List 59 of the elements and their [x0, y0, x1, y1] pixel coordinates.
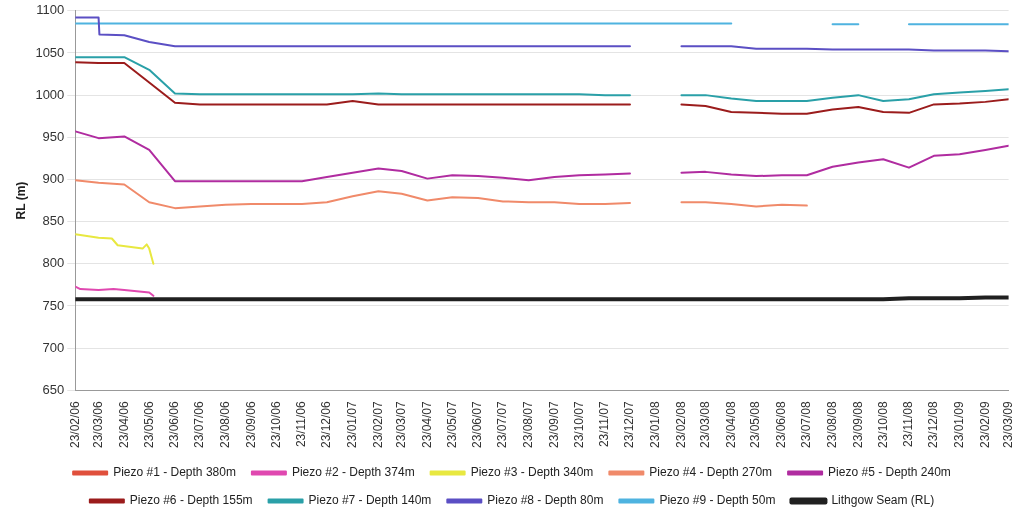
x-tick-label: 23/01/07 — [344, 400, 359, 449]
y-tick-label: 850 — [42, 213, 65, 229]
x-tick-label: 23/11/07 — [597, 400, 612, 448]
y-tick-label: 1100 — [36, 2, 65, 18]
y-tick-label: 900 — [42, 171, 65, 187]
legend-label: Piezo #2 - Depth 374m — [291, 465, 415, 480]
x-tick-label: 23/04/06 — [116, 400, 131, 449]
x-tick-label: 23/08/07 — [520, 400, 535, 449]
x-tick-label: 23/04/08 — [723, 400, 738, 449]
legend-label: Piezo #6 - Depth 155m — [129, 493, 253, 508]
x-tick-label: 23/06/07 — [470, 400, 485, 449]
x-tick-label: 23/05/07 — [444, 400, 459, 449]
y-tick-label: 700 — [42, 339, 65, 355]
x-tick-label: 23/02/08 — [673, 400, 688, 449]
y-tick-label: 750 — [42, 297, 65, 313]
y-tick-label: 650 — [42, 381, 65, 397]
legend-label: Piezo #8 - Depth 80m — [487, 493, 604, 508]
legend-label: Piezo #4 - Depth 270m — [649, 465, 773, 480]
x-tick-label: 23/08/08 — [824, 400, 839, 449]
x-tick-label: 23/03/06 — [90, 400, 105, 449]
x-tick-label: 23/02/06 — [67, 400, 82, 449]
x-tick-label: 23/10/06 — [268, 400, 283, 449]
x-tick-label: 23/12/06 — [319, 400, 334, 449]
legend-label: Piezo #7 - Depth 140m — [308, 493, 432, 508]
x-tick-label: 23/02/09 — [977, 400, 992, 449]
legend-label: Lithgow Seam (RL) — [831, 493, 935, 508]
x-tick-label: 23/10/08 — [875, 400, 890, 449]
x-tick-label: 23/11/08 — [901, 400, 916, 448]
x-tick-label: 23/09/07 — [546, 400, 561, 449]
y-tick-label: 1050 — [35, 44, 65, 60]
x-tick-label: 23/07/08 — [799, 400, 814, 449]
x-tick-label: 23/10/07 — [571, 400, 586, 449]
x-tick-label: 23/06/08 — [774, 400, 789, 449]
x-tick-label: 23/11/06 — [294, 400, 309, 448]
x-tick-label: 23/12/08 — [926, 400, 941, 449]
x-tick-label: 23/03/08 — [697, 400, 712, 449]
x-tick-label: 23/08/06 — [217, 400, 232, 449]
legend-label: Piezo #5 - Depth 240m — [828, 465, 951, 480]
x-tick-label: 23/03/09 — [1000, 400, 1015, 449]
x-tick-label: 23/09/08 — [850, 400, 865, 449]
x-tick-label: 23/05/08 — [748, 400, 763, 449]
x-tick-label: 23/05/06 — [141, 400, 156, 449]
legend-label: Piezo #1 - Depth 380m — [113, 465, 236, 480]
x-tick-label: 23/07/06 — [192, 400, 207, 449]
x-tick-label: 23/12/07 — [622, 400, 637, 449]
x-tick-label: 23/01/08 — [648, 400, 663, 449]
x-tick-label: 23/03/07 — [393, 400, 408, 449]
x-tick-label: 23/07/07 — [495, 400, 510, 449]
x-tick-label: 23/09/06 — [243, 400, 258, 449]
x-tick-label: 23/01/09 — [951, 400, 966, 449]
x-tick-label: 23/02/07 — [370, 400, 385, 449]
y-tick-label: 950 — [42, 128, 65, 144]
legend-label: Piezo #9 - Depth 50m — [659, 493, 776, 508]
y-axis-title: RL (m) — [13, 181, 28, 220]
y-tick-label: 1000 — [35, 86, 65, 102]
x-tick-label: 23/04/07 — [419, 400, 434, 449]
legend-label: Piezo #3 - Depth 340m — [470, 465, 594, 480]
x-tick-label: 23/06/06 — [167, 400, 182, 449]
y-tick-label: 800 — [42, 255, 65, 271]
